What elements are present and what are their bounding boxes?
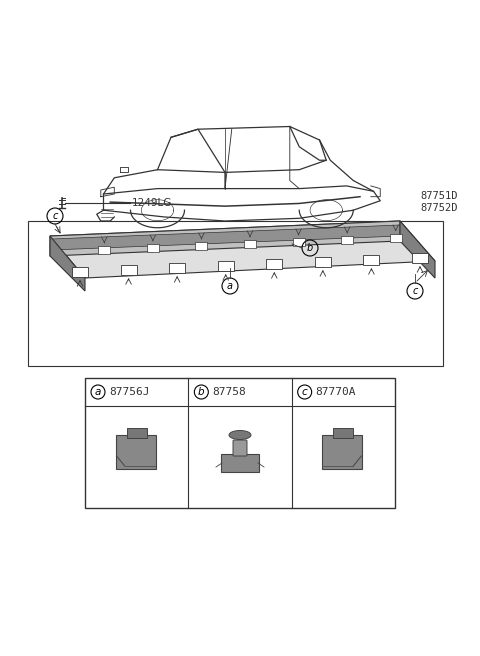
- FancyBboxPatch shape: [218, 261, 234, 271]
- FancyBboxPatch shape: [333, 428, 353, 438]
- FancyBboxPatch shape: [120, 265, 137, 275]
- Polygon shape: [50, 221, 400, 256]
- FancyBboxPatch shape: [85, 378, 395, 508]
- FancyBboxPatch shape: [195, 242, 207, 250]
- Text: 87752D: 87752D: [420, 203, 457, 213]
- Polygon shape: [400, 221, 435, 278]
- FancyBboxPatch shape: [28, 221, 443, 366]
- FancyBboxPatch shape: [363, 255, 379, 265]
- FancyBboxPatch shape: [147, 244, 159, 252]
- Text: 1249LG: 1249LG: [132, 198, 172, 208]
- FancyBboxPatch shape: [72, 267, 88, 277]
- Text: a: a: [95, 387, 101, 397]
- Text: a: a: [227, 281, 233, 291]
- FancyBboxPatch shape: [233, 440, 247, 456]
- FancyBboxPatch shape: [127, 428, 147, 438]
- FancyBboxPatch shape: [390, 234, 402, 242]
- FancyBboxPatch shape: [293, 238, 305, 246]
- Text: b: b: [307, 243, 313, 253]
- FancyBboxPatch shape: [98, 246, 110, 254]
- FancyBboxPatch shape: [341, 236, 353, 244]
- Polygon shape: [50, 221, 435, 278]
- Text: 87758: 87758: [212, 387, 246, 397]
- Text: c: c: [52, 211, 58, 221]
- FancyBboxPatch shape: [116, 435, 156, 469]
- FancyBboxPatch shape: [244, 240, 256, 248]
- Text: b: b: [198, 387, 204, 397]
- Text: 87751D: 87751D: [420, 191, 457, 201]
- FancyBboxPatch shape: [221, 454, 259, 472]
- Text: 87756J: 87756J: [109, 387, 149, 397]
- Text: c: c: [412, 286, 418, 296]
- FancyBboxPatch shape: [323, 435, 362, 469]
- FancyBboxPatch shape: [266, 259, 282, 269]
- Polygon shape: [52, 225, 400, 250]
- Ellipse shape: [229, 430, 251, 440]
- FancyBboxPatch shape: [412, 253, 428, 263]
- FancyBboxPatch shape: [169, 263, 185, 273]
- FancyBboxPatch shape: [315, 257, 331, 267]
- Text: c: c: [302, 387, 308, 397]
- Polygon shape: [50, 236, 85, 291]
- Text: 87770A: 87770A: [316, 387, 356, 397]
